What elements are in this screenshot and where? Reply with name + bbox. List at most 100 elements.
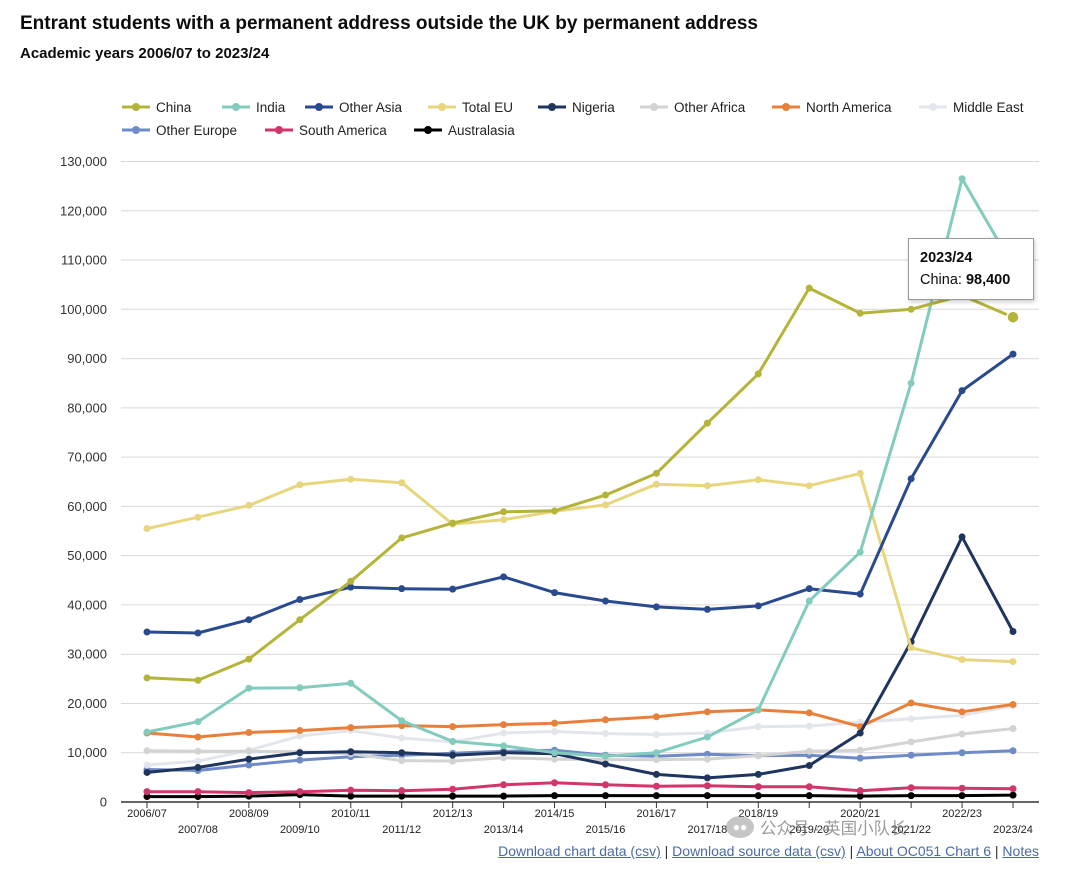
legend-item-nigeria: Nigeria: [538, 100, 615, 115]
data-point: [601, 716, 609, 724]
legend-label: Other Europe: [156, 123, 237, 138]
data-point: [500, 754, 508, 762]
data-point: [500, 792, 508, 800]
data-point: [398, 479, 406, 487]
legend-item-other-europe: Other Europe: [122, 123, 237, 138]
legend: China India Other Asia Total EU Nigeria Other…: [122, 100, 1024, 138]
data-point: [703, 792, 711, 800]
data-point: [1009, 700, 1017, 708]
data-point: [703, 755, 711, 763]
data-point: [296, 596, 304, 604]
y-tick-label: 0: [100, 795, 107, 810]
data-point: [500, 729, 508, 737]
data-point: [805, 792, 813, 800]
data-point: [754, 770, 762, 778]
data-point: [143, 525, 151, 533]
data-point: [245, 755, 253, 763]
data-point: [805, 585, 813, 593]
x-axis: 2006/07 2007/08 2008/09 2009/10 2010/11 2011/…: [121, 801, 1039, 836]
data-point: [296, 756, 304, 764]
data-point: [449, 737, 457, 745]
data-point: [805, 709, 813, 717]
about-chart-link[interactable]: About OC051 Chart 6: [856, 843, 991, 859]
legend-label: South America: [299, 123, 387, 138]
data-point: [805, 482, 813, 490]
data-point: [907, 751, 915, 759]
data-point: [143, 628, 151, 636]
series-total-eu: [143, 469, 1017, 666]
data-point: [245, 747, 253, 755]
data-point: [652, 749, 660, 757]
chart-title: Entrant students with a permanent addres…: [20, 13, 758, 34]
data-point: [398, 585, 406, 593]
data-point: [856, 792, 864, 800]
data-point: [296, 749, 304, 757]
download-source-data-link[interactable]: Download source data (csv): [672, 843, 846, 859]
data-point: [245, 655, 253, 663]
data-point: [347, 475, 355, 483]
x-tick-label: 2015/16: [586, 824, 626, 836]
data-point: [907, 305, 915, 313]
data-point: [398, 757, 406, 765]
data-point: [551, 589, 559, 597]
data-point: [958, 708, 966, 716]
data-point: [856, 590, 864, 598]
y-tick-label: 110,000: [61, 253, 107, 268]
x-tick-label: 2006/07: [127, 808, 167, 820]
legend-marker: [232, 103, 240, 111]
data-point: [194, 757, 202, 765]
data-point: [500, 742, 508, 750]
legend-item-china: China: [122, 100, 192, 115]
data-point: [194, 764, 202, 772]
data-point: [856, 469, 864, 477]
data-point: [856, 548, 864, 556]
data-point: [194, 788, 202, 796]
tooltip-series: China:: [920, 272, 962, 288]
data-point: [805, 284, 813, 292]
data-point: [500, 516, 508, 524]
y-tick-label: 120,000: [60, 203, 107, 218]
legend-label: Other Africa: [674, 100, 746, 115]
data-point: [245, 501, 253, 509]
tooltip-body: China: 98,400: [920, 269, 1022, 291]
data-point: [194, 629, 202, 637]
data-point: [754, 783, 762, 791]
data-point: [296, 727, 304, 735]
series-line: [146, 286, 1014, 682]
data-point: [347, 679, 355, 687]
chart-subtitle: Academic years 2006/07 to 2023/24: [20, 45, 270, 62]
data-point: [551, 792, 559, 800]
y-tick-label: 90,000: [67, 351, 107, 366]
notes-link[interactable]: Notes: [1002, 843, 1039, 859]
legend-label: Australasia: [448, 123, 515, 138]
data-point: [449, 757, 457, 765]
data-point: [143, 674, 151, 682]
data-point: [1009, 747, 1017, 755]
x-tick-label: 2012/13: [433, 808, 473, 820]
data-point: [805, 747, 813, 755]
data-point: [958, 533, 966, 541]
data-point: [652, 792, 660, 800]
legend-marker: [132, 103, 140, 111]
x-tick-label: 2008/09: [229, 808, 269, 820]
data-point: [703, 708, 711, 716]
data-point: [1009, 628, 1017, 636]
download-chart-data-link[interactable]: Download chart data (csv): [498, 843, 661, 859]
data-point: [1009, 785, 1017, 793]
data-point: [907, 644, 915, 652]
data-point: [143, 761, 151, 769]
legend-item-south-america: South America: [265, 123, 387, 138]
data-point: [347, 748, 355, 756]
legend-item-india: India: [222, 100, 286, 115]
data-point: [754, 476, 762, 484]
data-point: [958, 656, 966, 664]
data-point: [143, 728, 151, 736]
y-tick-label: 20,000: [67, 696, 107, 711]
data-point: [551, 749, 559, 757]
data-point: [398, 734, 406, 742]
legend-item-other-asia: Other Asia: [305, 100, 403, 115]
data-point: [245, 616, 253, 624]
data-point: [449, 785, 457, 793]
series-south-america: [143, 779, 1017, 797]
